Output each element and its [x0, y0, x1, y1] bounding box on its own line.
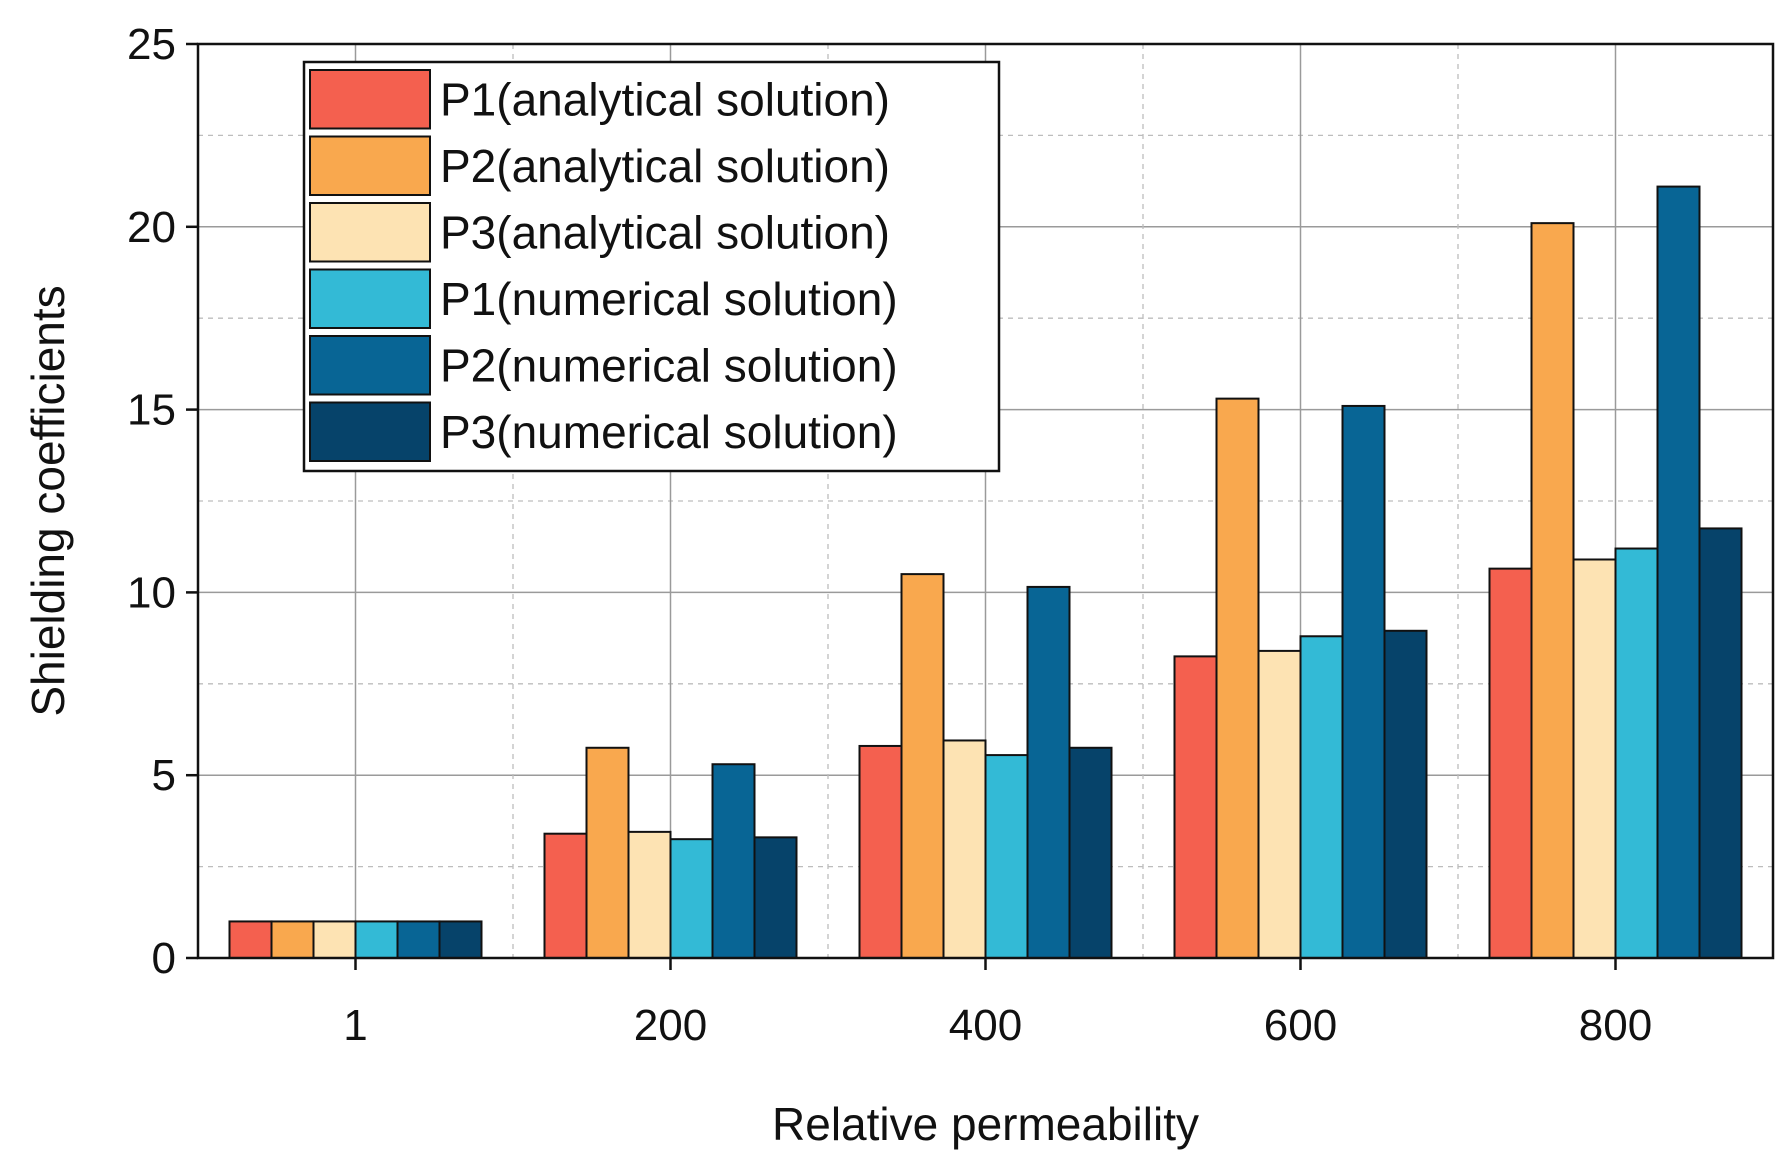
bar	[1656, 185, 1701, 960]
bar	[1026, 585, 1071, 960]
legend-swatch	[309, 335, 431, 396]
bar	[270, 920, 315, 960]
bar	[1299, 635, 1344, 959]
bar	[585, 746, 630, 960]
legend-label: P3(numerical solution)	[440, 406, 898, 458]
legend-swatch	[309, 135, 431, 196]
x-axis: 1 200 400 600 800	[343, 958, 1652, 1050]
bar	[669, 838, 714, 959]
bar	[1698, 527, 1743, 959]
bar	[1572, 558, 1617, 959]
legend-label: P1(numerical solution)	[440, 273, 898, 325]
legend-swatch	[309, 268, 431, 329]
bar	[1068, 746, 1113, 960]
bar	[627, 830, 672, 959]
legend: P1(analytical solution) P2(analytical sol…	[302, 60, 1001, 473]
bar	[1488, 567, 1533, 959]
bar	[900, 573, 945, 959]
bar	[1341, 404, 1386, 960]
bar	[396, 920, 441, 960]
legend-label: P2(numerical solution)	[440, 339, 898, 391]
legend-label: P3(analytical solution)	[440, 206, 890, 258]
y-axis: 0 5 10 15 20 25	[127, 20, 198, 983]
x-tick-label: 200	[634, 1001, 707, 1050]
bar	[438, 920, 483, 960]
y-axis-title: Shielding coefficients	[22, 285, 74, 716]
legend-label: P1(analytical solution)	[440, 73, 890, 125]
legend-swatch	[309, 69, 431, 130]
bar	[1383, 629, 1428, 960]
bar	[942, 739, 987, 960]
y-tick-label: 0	[152, 934, 176, 983]
x-tick-label: 400	[949, 1001, 1022, 1050]
y-tick-label: 15	[127, 386, 176, 435]
bar	[1257, 649, 1302, 959]
y-tick-label: 5	[152, 751, 176, 800]
bar	[312, 920, 357, 960]
legend-label: P2(analytical solution)	[440, 140, 890, 192]
bar	[1614, 547, 1659, 959]
x-tick-label: 1	[343, 1001, 367, 1050]
legend-swatch	[309, 202, 431, 263]
y-tick-label: 10	[127, 568, 176, 617]
bar	[354, 920, 399, 960]
bar	[711, 763, 756, 959]
x-tick-label: 800	[1579, 1001, 1652, 1050]
bar	[858, 744, 903, 960]
bar	[753, 836, 798, 959]
legend-swatch	[309, 401, 431, 462]
x-tick-label: 600	[1264, 1001, 1337, 1050]
bar	[1530, 222, 1575, 960]
bar	[1215, 397, 1260, 959]
y-tick-label: 20	[127, 203, 176, 252]
bar	[228, 920, 273, 960]
bar	[1173, 655, 1218, 959]
y-tick-label: 25	[127, 20, 176, 69]
bar	[543, 832, 588, 959]
x-axis-title: Relative permeability	[772, 1098, 1199, 1150]
bar	[984, 754, 1029, 959]
